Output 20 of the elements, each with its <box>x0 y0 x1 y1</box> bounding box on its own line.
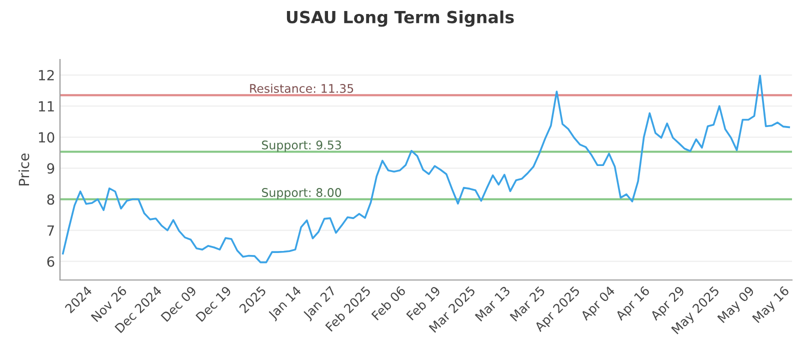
y-axis-title: Price <box>18 154 30 186</box>
x-tick-label: Feb 06 <box>371 285 406 321</box>
ref-line-label: Support: 8.00 <box>262 188 342 200</box>
ref-line-label: Resistance: 11.35 <box>250 84 354 93</box>
ref-line-label: Support: 9.53 <box>262 140 341 152</box>
y-tick-label: 6 <box>47 256 54 267</box>
y-tick-label: 12 <box>38 70 54 80</box>
y-tick-label: 7 <box>47 225 54 236</box>
x-tick-label: Dec 19 <box>195 286 232 322</box>
y-tick-label: 11 <box>38 101 54 112</box>
line-series <box>62 74 790 264</box>
x-tick-label: Jan 14 <box>267 286 304 322</box>
chart-title: USAU Long Term Signals <box>286 10 514 27</box>
y-tick-label: 8 <box>47 194 54 205</box>
y-tick-label: 10 <box>38 132 54 143</box>
x-tick-label: Mar 13 <box>474 286 511 322</box>
y-tick-label: 9 <box>47 163 54 174</box>
x-tick-label: Apr 16 <box>614 286 652 323</box>
x-tick-label: Dec 09 <box>160 286 197 322</box>
x-tick-label: Apr 04 <box>580 286 618 323</box>
